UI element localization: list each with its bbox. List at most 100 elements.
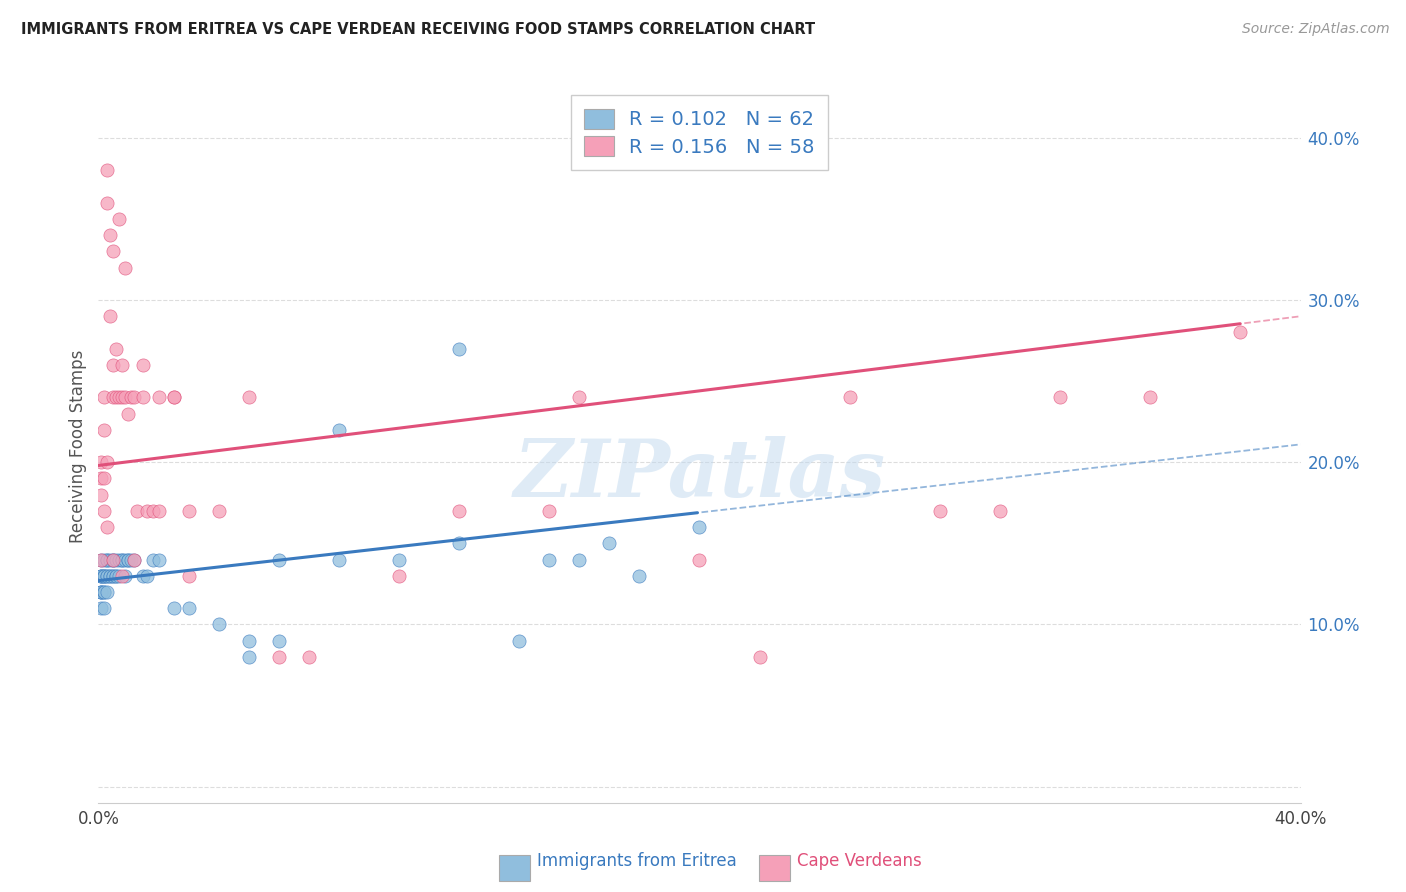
Point <box>105 390 128 404</box>
Point <box>105 552 128 566</box>
Point <box>96 195 118 210</box>
Point <box>114 568 136 582</box>
Point <box>111 358 134 372</box>
Point <box>132 568 155 582</box>
Point <box>568 390 591 404</box>
Point <box>108 568 131 582</box>
Point <box>93 585 115 599</box>
Point <box>90 585 112 599</box>
Point <box>93 601 115 615</box>
Point <box>117 552 139 566</box>
Point <box>103 552 125 566</box>
Point <box>103 552 125 566</box>
Point <box>100 310 122 324</box>
Point <box>135 568 157 582</box>
Point <box>162 601 184 615</box>
Point <box>538 552 561 566</box>
Point <box>141 504 163 518</box>
Point <box>598 536 620 550</box>
Point <box>177 504 200 518</box>
Point <box>114 390 136 404</box>
Point <box>328 423 350 437</box>
Point <box>267 552 290 566</box>
Point <box>93 471 115 485</box>
Point <box>103 244 125 259</box>
Point <box>90 552 112 566</box>
Point <box>108 390 131 404</box>
Point <box>748 649 770 664</box>
Point <box>124 390 146 404</box>
Point <box>105 568 128 582</box>
Point <box>208 504 231 518</box>
Point <box>124 552 146 566</box>
Point <box>929 504 952 518</box>
Point <box>103 552 125 566</box>
Point <box>105 342 128 356</box>
Point <box>100 568 122 582</box>
Point <box>93 568 115 582</box>
Point <box>90 552 112 566</box>
Point <box>96 163 118 178</box>
Point <box>93 568 115 582</box>
Point <box>447 536 470 550</box>
Point <box>90 488 112 502</box>
Point <box>90 568 112 582</box>
Point <box>100 228 122 243</box>
Point <box>96 585 118 599</box>
Point <box>103 568 125 582</box>
Text: Cape Verdeans: Cape Verdeans <box>797 852 922 870</box>
Point <box>238 649 260 664</box>
Point <box>103 390 125 404</box>
Point <box>132 358 155 372</box>
Point <box>162 390 184 404</box>
Point <box>162 390 184 404</box>
Point <box>114 552 136 566</box>
Text: ZIPatlas: ZIPatlas <box>513 436 886 513</box>
Point <box>111 552 134 566</box>
Y-axis label: Receiving Food Stamps: Receiving Food Stamps <box>69 350 87 542</box>
Point <box>90 455 112 469</box>
Point <box>96 552 118 566</box>
Point <box>108 211 131 226</box>
Point <box>689 520 711 534</box>
Point <box>93 552 115 566</box>
Point <box>1229 326 1251 340</box>
Point <box>141 552 163 566</box>
Point <box>124 552 146 566</box>
Point <box>838 390 860 404</box>
Point <box>96 568 118 582</box>
Point <box>90 568 112 582</box>
Point <box>111 552 134 566</box>
Point <box>90 585 112 599</box>
Point <box>538 504 561 518</box>
Point <box>135 504 157 518</box>
Point <box>127 504 149 518</box>
Point <box>298 649 321 664</box>
Point <box>1049 390 1071 404</box>
Text: IMMIGRANTS FROM ERITREA VS CAPE VERDEAN RECEIVING FOOD STAMPS CORRELATION CHART: IMMIGRANTS FROM ERITREA VS CAPE VERDEAN … <box>21 22 815 37</box>
Point <box>132 390 155 404</box>
Point <box>148 504 170 518</box>
Point <box>111 568 134 582</box>
Point <box>508 633 530 648</box>
Point <box>103 568 125 582</box>
Point <box>96 520 118 534</box>
Point <box>177 568 200 582</box>
Point <box>90 601 112 615</box>
Point <box>108 552 131 566</box>
Point <box>1139 390 1161 404</box>
Point <box>96 568 118 582</box>
Point <box>447 504 470 518</box>
Point <box>328 552 350 566</box>
Point <box>988 504 1011 518</box>
Point <box>117 407 139 421</box>
Point <box>628 568 651 582</box>
Point <box>105 568 128 582</box>
Point <box>689 552 711 566</box>
Point <box>117 552 139 566</box>
Point <box>100 568 122 582</box>
Legend: R = 0.102   N = 62, R = 0.156   N = 58: R = 0.102 N = 62, R = 0.156 N = 58 <box>571 95 828 170</box>
Point <box>96 455 118 469</box>
Point <box>148 552 170 566</box>
Point <box>93 568 115 582</box>
